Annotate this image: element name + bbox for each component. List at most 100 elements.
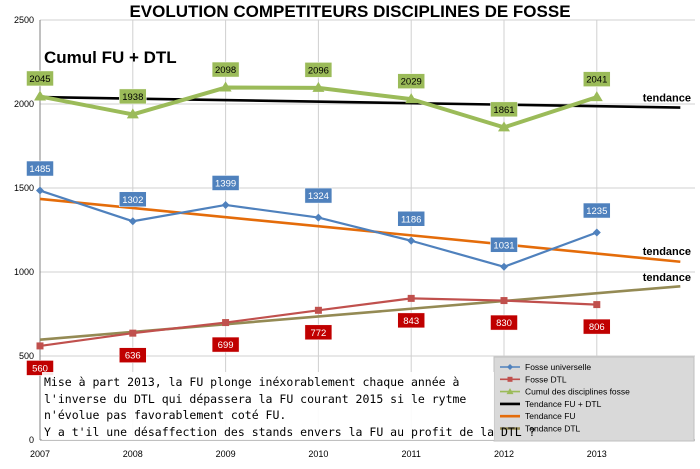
data-label-box xyxy=(397,312,425,329)
commentary-line: Mise à part 2013, la FU plonge inéxorabl… xyxy=(44,375,460,389)
series-lines xyxy=(34,81,603,350)
y-tick-label: 2000 xyxy=(14,99,34,109)
data-label: 2098 xyxy=(215,65,236,76)
data-label: 1485 xyxy=(29,164,50,175)
data-label: 2041 xyxy=(586,75,607,86)
data-labels: 1485 1302 1399 1324 1186 1031 1235 560 636 699 772… xyxy=(26,61,611,376)
commentary-line: l'inverse du DTL qui dépassera la FU cou… xyxy=(44,391,467,406)
data-label: 1031 xyxy=(493,240,514,251)
legend-marker xyxy=(506,388,514,395)
data-point xyxy=(405,93,418,104)
data-label-box xyxy=(119,88,147,105)
commentary-background xyxy=(42,372,494,440)
legend-label: Fosse universelle xyxy=(525,362,591,372)
legend-label: Tendance FU xyxy=(525,411,576,421)
x-tick-label: 2007 xyxy=(30,449,50,459)
data-label: 2029 xyxy=(401,77,422,88)
y-tick-label: 1000 xyxy=(14,267,34,277)
data-point xyxy=(222,319,230,327)
legend-label: Fosse DTL xyxy=(525,374,567,384)
trendline-label: tendance xyxy=(643,246,691,258)
data-point xyxy=(126,108,139,119)
legend-marker xyxy=(507,376,513,382)
data-point xyxy=(500,297,508,305)
data-label-box xyxy=(490,237,518,253)
data-label: 560 xyxy=(32,363,48,374)
data-point xyxy=(34,90,46,101)
data-label: 1399 xyxy=(215,178,236,189)
y-tick-label: 0 xyxy=(29,435,34,445)
x-tick-label: 2013 xyxy=(587,449,607,459)
data-point xyxy=(592,228,601,237)
data-label-box xyxy=(26,70,54,87)
data-point xyxy=(129,329,137,337)
data-point xyxy=(593,301,601,309)
chart-subtitle: Cumul FU + DTL xyxy=(44,48,177,67)
data-point xyxy=(36,342,44,350)
data-label: 1938 xyxy=(122,92,143,103)
data-point xyxy=(312,81,325,92)
data-label: 830 xyxy=(496,318,512,329)
data-label-box xyxy=(26,160,54,177)
x-tick-label: 2009 xyxy=(216,449,236,459)
data-label: 636 xyxy=(125,351,141,362)
commentary-text: Mise à part 2013, la FU plonge inéxorabl… xyxy=(44,374,536,440)
data-label-box xyxy=(26,360,54,376)
y-tick-label: 1500 xyxy=(14,183,34,193)
data-label-box xyxy=(490,314,518,331)
data-label: 772 xyxy=(310,328,326,339)
data-point xyxy=(128,217,137,226)
data-label: 2096 xyxy=(308,65,329,76)
data-label-box xyxy=(490,101,518,118)
data-label-box xyxy=(119,347,147,363)
x-tick-label: 2010 xyxy=(308,449,328,459)
data-label-box xyxy=(583,202,611,219)
data-label-box xyxy=(211,175,240,191)
x-tick-label: 2008 xyxy=(123,449,143,459)
data-point xyxy=(590,91,603,102)
data-point xyxy=(407,294,415,302)
x-tick-label: 2011 xyxy=(402,449,421,459)
legend-label: Cumul des disciplines fosse xyxy=(525,387,630,397)
commentary-line: Y a t'il une désaffection des stands env… xyxy=(44,424,536,439)
data-label: 2045 xyxy=(29,74,50,85)
data-label-box xyxy=(583,71,611,87)
data-label: 1861 xyxy=(493,105,514,116)
trendline-label: tendance xyxy=(643,272,691,284)
data-label: 806 xyxy=(589,322,605,333)
trendline xyxy=(39,197,681,264)
y-tick-label: 500 xyxy=(19,351,34,361)
data-label-box xyxy=(583,318,611,335)
data-label-box xyxy=(304,187,333,204)
data-label-box xyxy=(304,324,333,341)
data-label-box xyxy=(397,73,425,89)
data-point xyxy=(500,262,508,271)
data-label: 1302 xyxy=(122,195,143,206)
data-label: 843 xyxy=(403,316,419,327)
data-label-box xyxy=(211,336,240,353)
data-label-box xyxy=(304,62,333,78)
data-label-box xyxy=(211,61,240,78)
data-label: 1324 xyxy=(308,191,329,202)
y-tick-label: 2500 xyxy=(14,15,34,25)
legend-marker xyxy=(507,364,513,370)
data-point xyxy=(314,306,322,314)
legend: Fosse universelle Fosse DTL Cumul des disc… xyxy=(42,356,695,442)
gridlines xyxy=(39,19,695,441)
legend-label: Tendance FU + DTL xyxy=(525,399,602,409)
data-point xyxy=(221,200,230,209)
data-point xyxy=(314,213,323,222)
data-point xyxy=(498,121,510,132)
data-label: 1235 xyxy=(586,206,607,217)
data-label-box xyxy=(119,191,147,208)
data-point xyxy=(36,186,44,195)
trendline-label: tendance xyxy=(643,92,691,104)
data-point xyxy=(219,81,232,92)
data-label: 1186 xyxy=(401,214,421,225)
data-label: 699 xyxy=(218,340,234,351)
chart-title: EVOLUTION COMPETITEURS DISCIPLINES DE FO… xyxy=(129,2,570,21)
x-tick-label: 2012 xyxy=(494,449,514,459)
data-point xyxy=(407,236,416,245)
legend-label: Tendance DTL xyxy=(525,424,581,434)
